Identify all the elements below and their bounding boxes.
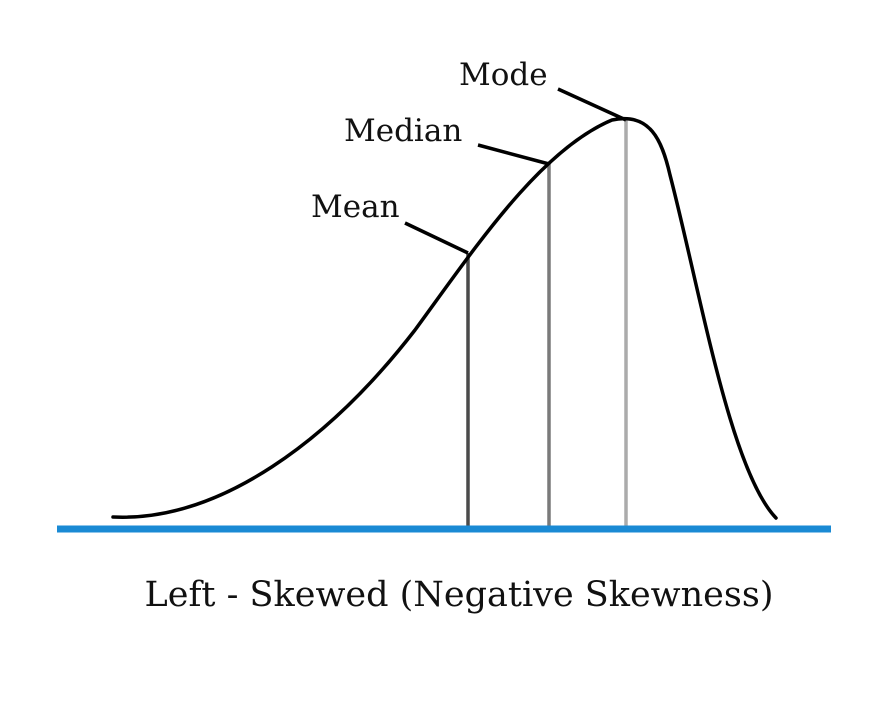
median-label: Median [344, 113, 462, 149]
mode-leader-line [557, 87, 627, 122]
mean-leader-line [404, 221, 469, 255]
diagram-caption: Left - Skewed (Negative Skewness) [145, 575, 774, 615]
median-leader-line [477, 143, 550, 166]
mean-label: Mean [311, 189, 400, 225]
distribution-curve [111, 116, 778, 520]
mode-label: Mode [459, 57, 548, 93]
